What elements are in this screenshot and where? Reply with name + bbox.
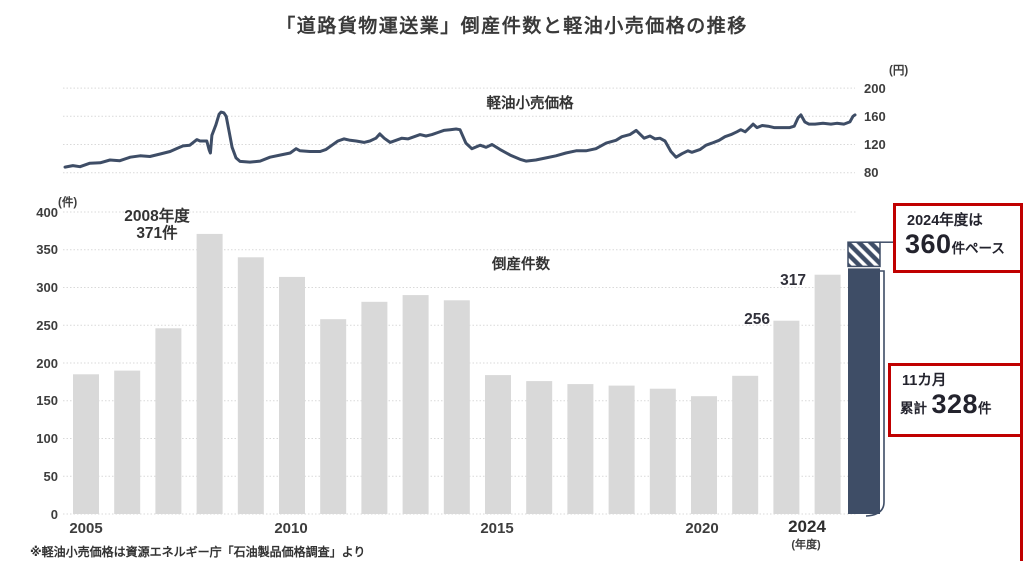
bankruptcy-xtick-2005: 2005 bbox=[69, 520, 103, 537]
bankruptcy-xtick-2010: 2010 bbox=[274, 520, 308, 537]
bar-2017 bbox=[567, 384, 594, 514]
bar-2024-projection-hatch bbox=[847, 241, 881, 268]
value-label-2022: 256 bbox=[744, 311, 770, 328]
bankruptcy-xtick-2015: 2015 bbox=[480, 520, 514, 537]
bankruptcy-ytick-300: 300 bbox=[36, 280, 58, 295]
bar-2007 bbox=[155, 328, 182, 514]
price-line bbox=[63, 110, 857, 169]
bankruptcy-ytick-0: 0 bbox=[50, 507, 58, 522]
cumulative-bracket bbox=[865, 270, 885, 517]
bankruptcy-ytick-100: 100 bbox=[36, 431, 58, 446]
bankruptcy-ytick-400: 400 bbox=[36, 205, 58, 220]
cumulative-callout-box: 11カ月 累計 328件 bbox=[888, 363, 1023, 437]
bankruptcy-ytick-150: 150 bbox=[36, 393, 58, 408]
bar-2008 bbox=[196, 233, 223, 514]
price-ytick-200: 200 bbox=[864, 81, 886, 96]
bar-2019 bbox=[649, 388, 676, 514]
value-label-2023: 317 bbox=[780, 272, 806, 289]
price-ytick-120: 120 bbox=[864, 137, 886, 152]
bar-2015 bbox=[485, 375, 511, 514]
bar-2023 bbox=[814, 274, 841, 514]
bar-2012 bbox=[361, 301, 388, 514]
bar-2022 bbox=[773, 320, 800, 514]
bankruptcy-ytick-200: 200 bbox=[36, 356, 58, 371]
page-title: 「道路貨物運送業」倒産件数と軽油小売価格の推移 bbox=[276, 16, 748, 37]
bankruptcy-ytick-350: 350 bbox=[36, 242, 58, 257]
x-axis-unit: (年度) bbox=[791, 539, 821, 551]
pace-suffix: 件ペース bbox=[951, 241, 1005, 256]
bar-2010 bbox=[279, 276, 305, 514]
cumulative-box-line1: 11カ月 bbox=[902, 373, 947, 389]
cumulative-value: 328 bbox=[931, 389, 979, 419]
pace-box-line1: 2024年度は bbox=[907, 213, 983, 229]
bar-2011 bbox=[320, 319, 347, 514]
pace-value: 360 bbox=[905, 229, 952, 259]
bar-2006 bbox=[114, 370, 141, 514]
bankruptcy-ytick-50: 50 bbox=[43, 469, 58, 484]
cumulative-suffix: 件 bbox=[978, 401, 992, 416]
bankruptcy-ytick-250: 250 bbox=[36, 318, 58, 333]
bankruptcy-series-label: 倒産件数 bbox=[492, 257, 550, 273]
cumulative-box-line2: 累計 328件 bbox=[900, 390, 1020, 423]
price-ytick-80: 80 bbox=[864, 165, 879, 180]
bar-2009 bbox=[237, 257, 264, 514]
pace-box-line2: 360件ペース bbox=[905, 230, 1020, 263]
bankruptcy-axis-unit: (件) bbox=[58, 197, 78, 209]
footnote: ※軽油小売価格は資源エネルギー庁「石油製品価格調査」より bbox=[30, 545, 366, 559]
bankruptcy-xtick-2020: 2020 bbox=[685, 520, 719, 537]
price-series-label: 軽油小売価格 bbox=[486, 96, 574, 112]
bar-2005 bbox=[73, 374, 99, 514]
price-axis-unit: (円) bbox=[889, 65, 909, 77]
bar-2013 bbox=[402, 295, 429, 514]
bar-2020 bbox=[691, 396, 717, 514]
bar-2018 bbox=[608, 385, 635, 514]
price-ytick-160: 160 bbox=[864, 109, 886, 124]
pace-callout-box: 2024年度は 360件ペース bbox=[893, 203, 1023, 273]
cumulative-prefix: 累計 bbox=[900, 401, 927, 416]
bar-2014 bbox=[443, 300, 470, 514]
bar-2016 bbox=[526, 381, 553, 514]
peak-2008-line1: 2008年度 bbox=[124, 208, 190, 225]
bankruptcy-xtick-2024: 2024 bbox=[788, 517, 826, 536]
bar-2024-solid bbox=[848, 268, 880, 514]
bar-2021 bbox=[732, 375, 759, 514]
peak-2008-line2: 371件 bbox=[136, 225, 178, 242]
peak-2008-annotation: 2008年度 371件 bbox=[87, 208, 227, 242]
